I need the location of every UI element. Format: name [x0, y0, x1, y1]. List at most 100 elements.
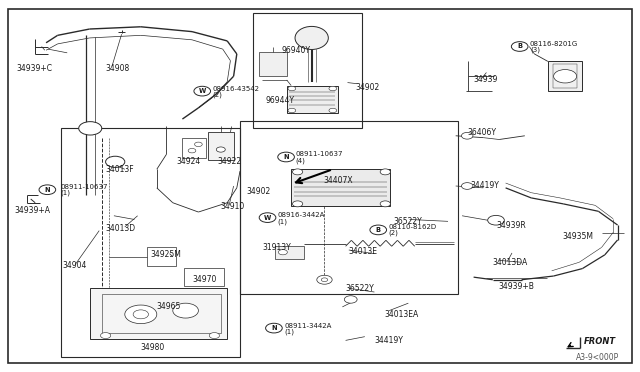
- Bar: [61, 128, 240, 357]
- Ellipse shape: [295, 26, 328, 49]
- Text: 34939+C: 34939+C: [16, 64, 52, 73]
- Bar: [291, 169, 390, 206]
- Circle shape: [278, 250, 287, 255]
- Circle shape: [321, 278, 328, 282]
- Bar: [548, 61, 582, 91]
- Circle shape: [39, 185, 56, 195]
- Text: (1): (1): [278, 218, 288, 225]
- Text: 34939: 34939: [474, 76, 498, 84]
- Text: 34902: 34902: [246, 187, 271, 196]
- Text: 36406Y: 36406Y: [467, 128, 496, 137]
- Text: 34939+A: 34939+A: [14, 206, 50, 215]
- Bar: [102, 294, 221, 333]
- Text: B: B: [517, 44, 522, 49]
- Text: N: N: [45, 187, 50, 193]
- Bar: [184, 268, 224, 286]
- Circle shape: [292, 169, 303, 175]
- Text: N: N: [284, 154, 289, 160]
- Text: (4): (4): [296, 157, 305, 164]
- Circle shape: [329, 86, 337, 91]
- Text: 34980: 34980: [141, 343, 165, 352]
- Bar: [553, 64, 577, 88]
- Circle shape: [133, 310, 148, 319]
- Bar: [90, 288, 227, 339]
- Text: 34922: 34922: [218, 157, 242, 166]
- Circle shape: [195, 142, 202, 147]
- Circle shape: [106, 156, 125, 167]
- Text: 34013D: 34013D: [106, 224, 136, 233]
- Text: 34419Y: 34419Y: [470, 182, 499, 190]
- Bar: [275, 246, 304, 259]
- Circle shape: [288, 108, 296, 113]
- Circle shape: [317, 275, 332, 284]
- Circle shape: [554, 70, 577, 83]
- Circle shape: [461, 183, 473, 189]
- Text: 08116-8201G: 08116-8201G: [530, 41, 578, 47]
- Text: (1): (1): [60, 190, 70, 196]
- Bar: [182, 138, 206, 158]
- Circle shape: [370, 225, 387, 235]
- Text: 34925M: 34925M: [150, 250, 181, 259]
- Circle shape: [259, 213, 276, 222]
- Circle shape: [344, 296, 357, 303]
- Text: N: N: [271, 325, 276, 331]
- Text: 96940Y: 96940Y: [282, 46, 310, 55]
- Text: 34965: 34965: [157, 302, 181, 311]
- Text: (2): (2): [388, 230, 398, 237]
- Text: 34407X: 34407X: [323, 176, 353, 185]
- Circle shape: [292, 201, 303, 207]
- Circle shape: [511, 42, 528, 51]
- Text: 34902: 34902: [355, 83, 380, 92]
- Text: (3): (3): [530, 47, 540, 54]
- Text: 08911-10637: 08911-10637: [60, 184, 108, 190]
- Bar: [240, 121, 458, 294]
- Text: (1): (1): [284, 328, 294, 335]
- Circle shape: [288, 86, 296, 91]
- Circle shape: [188, 148, 196, 153]
- Bar: [147, 247, 176, 266]
- Text: 96944Y: 96944Y: [266, 96, 294, 105]
- Text: A3-9<000P: A3-9<000P: [576, 353, 620, 362]
- Text: 31913Y: 31913Y: [262, 243, 291, 252]
- Text: 34908: 34908: [106, 64, 130, 73]
- Text: 34013DA: 34013DA: [493, 258, 528, 267]
- Bar: [287, 86, 338, 113]
- Text: (2): (2): [212, 91, 222, 98]
- Text: 36522Y: 36522Y: [346, 284, 374, 293]
- Circle shape: [380, 169, 390, 175]
- Text: 34013E: 34013E: [349, 247, 378, 256]
- Text: B: B: [376, 227, 381, 233]
- Circle shape: [329, 108, 337, 113]
- Text: 34935M: 34935M: [562, 232, 593, 241]
- Circle shape: [216, 147, 225, 152]
- Text: 08916-3442A: 08916-3442A: [278, 212, 325, 218]
- Text: W: W: [264, 215, 271, 221]
- Bar: [208, 132, 234, 160]
- Bar: [259, 52, 287, 76]
- Circle shape: [194, 86, 211, 96]
- Text: 34970: 34970: [192, 275, 216, 283]
- Circle shape: [100, 333, 111, 339]
- Text: W: W: [198, 88, 206, 94]
- Circle shape: [488, 215, 504, 225]
- Text: 34013EA: 34013EA: [384, 310, 419, 319]
- Text: 08911-3442A: 08911-3442A: [284, 323, 332, 328]
- Circle shape: [278, 152, 294, 162]
- Text: 08911-10637: 08911-10637: [296, 151, 343, 157]
- Circle shape: [380, 201, 390, 207]
- Bar: [253, 13, 362, 128]
- Circle shape: [461, 132, 473, 139]
- Text: 34939+B: 34939+B: [498, 282, 534, 291]
- Text: FRONT: FRONT: [584, 337, 616, 346]
- Text: 34910: 34910: [221, 202, 245, 211]
- Text: 34419Y: 34419Y: [374, 336, 403, 345]
- Text: 08916-43542: 08916-43542: [212, 86, 259, 92]
- Text: 34904: 34904: [63, 262, 87, 270]
- Circle shape: [209, 333, 220, 339]
- Circle shape: [125, 305, 157, 324]
- Circle shape: [266, 323, 282, 333]
- Text: 34013F: 34013F: [106, 165, 134, 174]
- Text: 34924: 34924: [176, 157, 200, 166]
- Circle shape: [173, 303, 198, 318]
- Circle shape: [79, 122, 102, 135]
